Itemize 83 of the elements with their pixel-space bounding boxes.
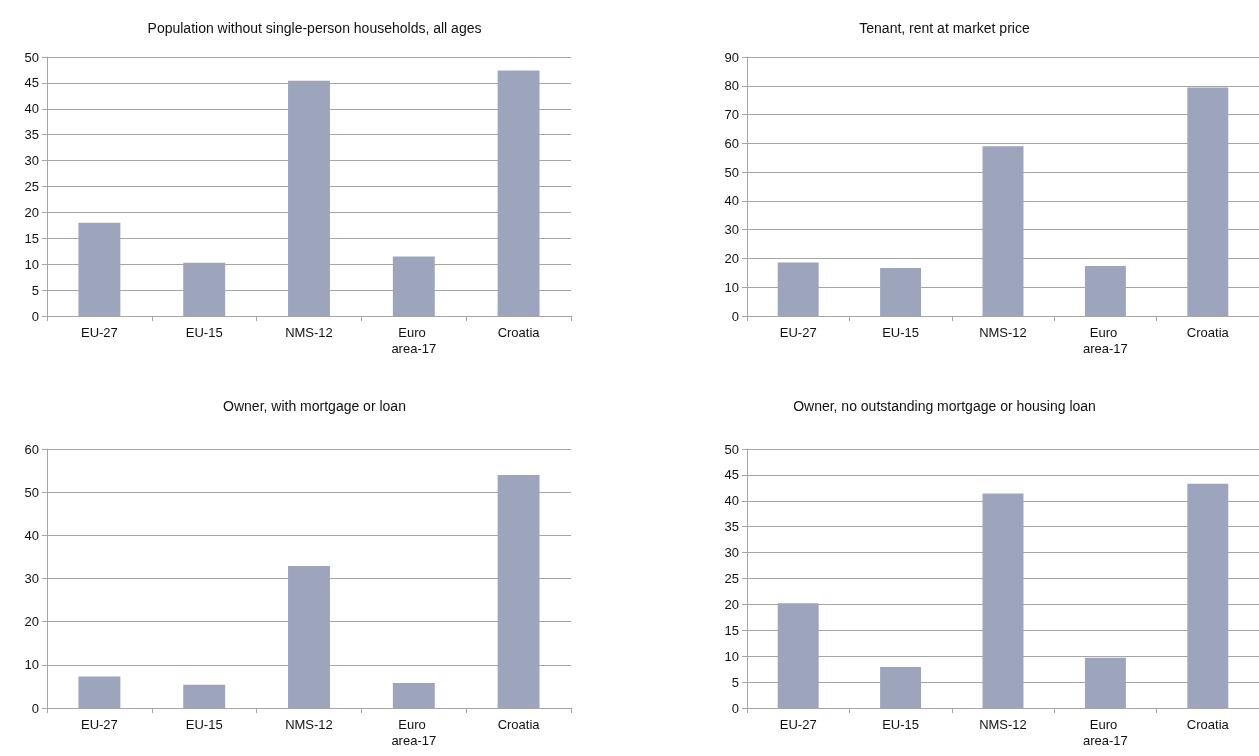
y-tick-label: 70 [724,107,739,123]
y-tick-label: 0 [731,700,739,716]
x-tick-label: EU-15 [185,324,223,340]
bar [497,474,540,708]
y-tick-label: 30 [24,571,39,586]
y-tick-label: 10 [24,657,39,673]
bar [288,565,330,708]
y-tick-label: 10 [24,256,39,272]
y-tick-label: 60 [724,135,739,151]
y-tick-label: 40 [24,101,39,117]
y-tick-label: 0 [731,308,739,324]
y-tick-label: 20 [724,596,739,612]
bar [880,667,922,708]
x-tick-label: Euro area-17 [391,716,437,748]
x-tick-label: NMS-12 [285,716,333,732]
y-tick-label: 30 [24,153,39,169]
bar [497,70,540,316]
bar [880,267,922,316]
bar [1084,657,1126,708]
y-tick-label: 60 [24,441,39,457]
x-tick-label: NMS-12 [285,324,333,340]
y-tick-label: 15 [724,622,739,638]
x-tick-label: Euro area-17 [1082,716,1128,748]
y-tick-label: 20 [724,250,739,266]
bar [1187,483,1229,708]
bar [78,222,121,316]
chart-title: Owner, with mortgage or loan [223,398,406,414]
x-tick-label: EU-27 [80,324,118,340]
y-tick-label: 20 [24,614,39,630]
x-tick-label: EU-15 [882,324,920,340]
bar [183,262,226,316]
y-tick-label: 0 [31,700,39,716]
x-tick-label: EU-15 [882,716,920,732]
bar [288,80,330,316]
y-tick-label: 35 [24,127,39,143]
x-tick-label: Euro area-17 [1082,324,1128,356]
y-tick-label: 30 [724,222,739,238]
x-tick-label: EU-27 [779,324,817,340]
y-tick-label: 20 [24,204,39,220]
bar [982,493,1024,708]
x-tick-label: Croatia [497,716,541,732]
bar [777,603,819,708]
y-tick-label: 35 [724,519,739,535]
y-tick-label: 90 [724,49,739,65]
y-tick-label: 0 [31,308,39,324]
y-tick-label: 40 [724,493,739,509]
y-tick-label: 50 [24,49,39,65]
x-tick-label: NMS-12 [979,716,1027,732]
y-tick-label: 40 [24,527,39,543]
y-tick-label: 80 [724,78,739,94]
bar [982,146,1024,316]
y-tick-label: 15 [24,230,39,246]
chart-title: Population without single-person households, all ages [147,20,482,36]
x-tick-label: EU-15 [185,716,223,732]
bar [392,682,435,708]
bar [1187,87,1229,316]
x-tick-label: EU-27 [80,716,118,732]
chart-title: Tenant, rent at market price [859,20,1030,36]
bar [183,684,226,708]
y-tick-label: 40 [724,193,739,209]
x-tick-label: NMS-12 [979,324,1027,340]
bar [392,256,435,316]
x-tick-label: Croatia [497,324,541,340]
x-tick-label: Croatia [1186,716,1230,732]
x-tick-label: EU-27 [779,716,817,732]
bar [1084,265,1126,316]
y-tick-label: 5 [731,674,739,690]
y-tick-label: 45 [24,75,39,91]
y-tick-label: 10 [724,279,739,295]
y-tick-label: 50 [724,441,739,457]
y-tick-label: 45 [724,467,739,483]
bar [777,262,819,316]
y-tick-label: 50 [724,164,739,180]
x-tick-label: Croatia [1186,324,1230,340]
y-tick-label: 50 [24,484,39,500]
y-tick-label: 30 [724,545,739,561]
y-tick-label: 25 [24,179,39,194]
chart-title: Owner, no outstanding mortgage or housing loan [793,398,1096,414]
x-tick-label: Euro area-17 [391,324,437,356]
y-tick-label: 5 [31,282,39,298]
y-tick-label: 10 [724,648,739,664]
y-tick-label: 25 [724,571,739,586]
bar [78,676,121,708]
